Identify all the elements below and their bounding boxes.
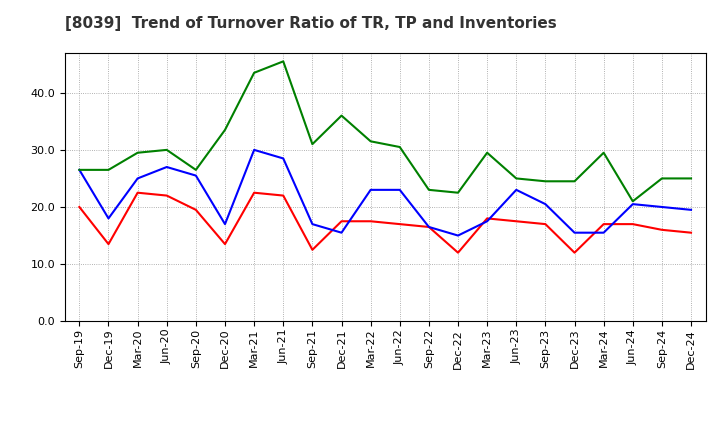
Line: Trade Payables: Trade Payables	[79, 150, 691, 235]
Inventories	[220, 127, 229, 132]
Trade Payables	[541, 202, 550, 207]
Trade Payables	[366, 187, 375, 192]
Trade Payables	[657, 204, 666, 209]
Inventories	[104, 167, 113, 172]
Inventories	[629, 198, 637, 204]
Trade Payables	[192, 173, 200, 178]
Trade Receivables	[75, 204, 84, 209]
Trade Payables	[629, 202, 637, 207]
Trade Payables	[599, 230, 608, 235]
Trade Receivables	[454, 250, 462, 255]
Trade Payables	[483, 219, 492, 224]
Trade Payables	[425, 224, 433, 230]
Trade Payables	[308, 221, 317, 227]
Inventories	[599, 150, 608, 155]
Line: Trade Receivables: Trade Receivables	[79, 193, 691, 253]
Trade Receivables	[250, 190, 258, 195]
Trade Receivables	[599, 221, 608, 227]
Trade Receivables	[395, 221, 404, 227]
Trade Payables	[570, 230, 579, 235]
Trade Payables	[250, 147, 258, 153]
Inventories	[541, 179, 550, 184]
Trade Payables	[104, 216, 113, 221]
Inventories	[133, 150, 142, 155]
Trade Receivables	[192, 207, 200, 213]
Trade Receivables	[512, 219, 521, 224]
Line: Inventories: Inventories	[79, 61, 691, 201]
Trade Receivables	[163, 193, 171, 198]
Trade Payables	[163, 165, 171, 170]
Trade Receivables	[308, 247, 317, 253]
Trade Payables	[687, 207, 696, 213]
Inventories	[512, 176, 521, 181]
Trade Receivables	[425, 224, 433, 230]
Inventories	[308, 142, 317, 147]
Inventories	[75, 167, 84, 172]
Trade Receivables	[104, 242, 113, 247]
Inventories	[337, 113, 346, 118]
Trade Receivables	[541, 221, 550, 227]
Trade Payables	[279, 156, 287, 161]
Inventories	[483, 150, 492, 155]
Trade Receivables	[220, 242, 229, 247]
Inventories	[279, 59, 287, 64]
Trade Receivables	[366, 219, 375, 224]
Trade Payables	[454, 233, 462, 238]
Inventories	[192, 167, 200, 172]
Trade Payables	[75, 167, 84, 172]
Trade Receivables	[629, 221, 637, 227]
Trade Payables	[337, 230, 346, 235]
Trade Receivables	[133, 190, 142, 195]
Inventories	[163, 147, 171, 153]
Trade Payables	[133, 176, 142, 181]
Inventories	[395, 144, 404, 150]
Inventories	[454, 190, 462, 195]
Inventories	[250, 70, 258, 75]
Trade Receivables	[657, 227, 666, 232]
Trade Payables	[395, 187, 404, 192]
Trade Receivables	[570, 250, 579, 255]
Trade Receivables	[687, 230, 696, 235]
Trade Receivables	[337, 219, 346, 224]
Inventories	[687, 176, 696, 181]
Inventories	[425, 187, 433, 192]
Inventories	[570, 179, 579, 184]
Inventories	[366, 139, 375, 144]
Text: [8039]  Trend of Turnover Ratio of TR, TP and Inventories: [8039] Trend of Turnover Ratio of TR, TP…	[65, 16, 557, 31]
Trade Receivables	[483, 216, 492, 221]
Inventories	[657, 176, 666, 181]
Trade Receivables	[279, 193, 287, 198]
Trade Payables	[220, 221, 229, 227]
Trade Payables	[512, 187, 521, 192]
